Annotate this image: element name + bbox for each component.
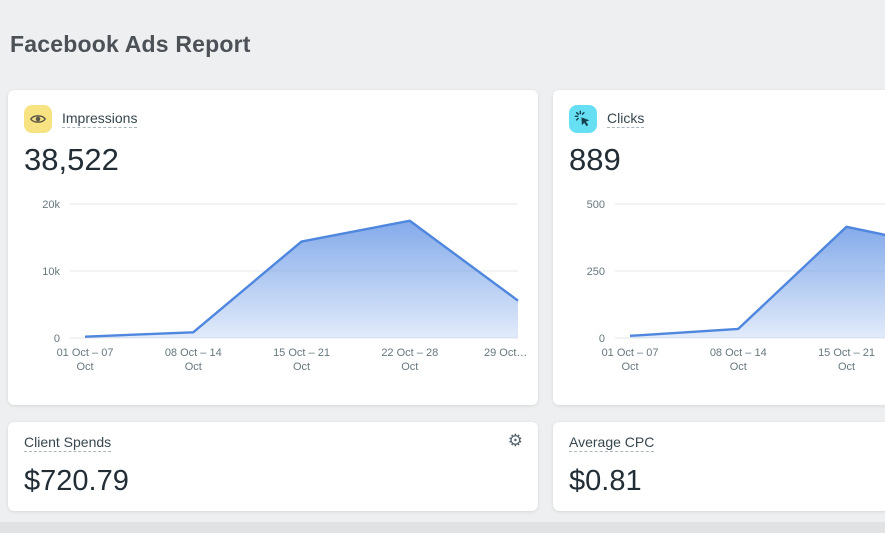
average-cpc-label[interactable]: Average CPC bbox=[569, 434, 655, 452]
client-spends-label[interactable]: Client Spends bbox=[24, 434, 112, 452]
clicks-chart[interactable]: 0 250 500 01 Oct – 07 Oct 08 Oct – 14 Oct 15 … bbox=[553, 186, 885, 390]
x-axis-label: 01 Oct – 07 Oct bbox=[601, 347, 659, 373]
clicks-value: 889 bbox=[569, 142, 621, 177]
y-axis-tick: 250 bbox=[587, 266, 605, 278]
page-title: Facebook Ads Report bbox=[10, 31, 251, 57]
average-cpc-value: $0.81 bbox=[569, 465, 642, 497]
y-axis-tick: 20k bbox=[42, 199, 60, 211]
clicks-card: Clicks 889 0 250 500 01 Oct – 07 Oct 08 Oct … bbox=[553, 90, 885, 405]
x-axis-label: 01 Oct – 07 Oct bbox=[56, 347, 114, 373]
clicks-label[interactable]: Clicks bbox=[607, 110, 645, 128]
y-axis-tick: 500 bbox=[587, 199, 605, 211]
eye-icon bbox=[24, 105, 52, 133]
area-chart-svg: 0 250 500 bbox=[587, 199, 885, 344]
impressions-chart[interactable]: 0 10k 20k 01 Oct – 07 Oct 08 Oct – 14 Oct 15 … bbox=[8, 186, 538, 390]
area-fill bbox=[85, 220, 518, 338]
impressions-label[interactable]: Impressions bbox=[62, 110, 138, 128]
client-spends-value: $720.79 bbox=[24, 465, 129, 497]
impressions-card: Impressions 38,522 0 10k 20k 01 Oct – 07 Oc… bbox=[8, 90, 538, 405]
gear-icon[interactable]: ⚙ bbox=[507, 431, 523, 450]
client-spends-card: Client Spends ⚙ $720.79 bbox=[8, 422, 538, 511]
impressions-value: 38,522 bbox=[24, 142, 119, 177]
area-line bbox=[629, 225, 885, 338]
x-axis-label: 29 Oct – … bbox=[484, 347, 530, 359]
x-axis-label: 22 Oct – 28 Oct bbox=[381, 347, 439, 373]
impressions-card-header: Impressions bbox=[24, 105, 138, 133]
average-cpc-card: Average CPC $0.81 bbox=[553, 422, 885, 511]
x-axis-label: 08 Oct – 14 Oct bbox=[709, 347, 767, 373]
x-axis-label: 15 Oct – 21 Oct bbox=[818, 347, 875, 373]
page-bottom-band bbox=[0, 522, 885, 533]
x-axis-label: 08 Oct – 14 Oct bbox=[164, 347, 222, 373]
y-axis-tick: 10k bbox=[42, 266, 60, 278]
cursor-click-icon bbox=[569, 105, 597, 133]
y-axis-tick: 0 bbox=[599, 333, 605, 344]
area-fill bbox=[630, 226, 885, 338]
area-chart-svg: 0 10k 20k bbox=[42, 199, 519, 344]
area-line bbox=[84, 219, 519, 338]
x-axis-label: 15 Oct – 21 Oct bbox=[273, 347, 330, 373]
y-axis-tick: 0 bbox=[54, 333, 60, 344]
clicks-card-header: Clicks bbox=[569, 105, 645, 133]
